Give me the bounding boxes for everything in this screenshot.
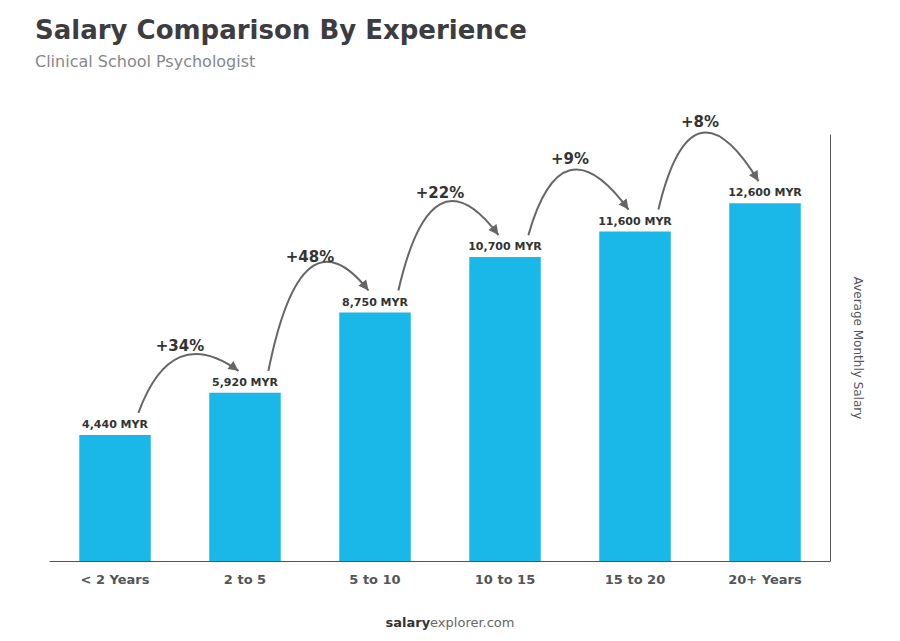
svg-text:5,920 MYR: 5,920 MYR — [212, 376, 279, 389]
svg-text:+48%: +48% — [286, 248, 334, 266]
svg-text:+22%: +22% — [416, 184, 464, 202]
svg-text:5 to 10: 5 to 10 — [349, 572, 400, 587]
svg-text:+34%: +34% — [156, 337, 204, 355]
svg-text:+9%: +9% — [551, 150, 589, 168]
svg-text:20+ Years: 20+ Years — [728, 572, 802, 587]
svg-text:salary: salary — [385, 615, 430, 630]
svg-text:4,440 MYR: 4,440 MYR — [82, 418, 149, 431]
svg-text:< 2 Years: < 2 Years — [81, 572, 150, 587]
svg-text:10,700 MYR: 10,700 MYR — [468, 240, 542, 253]
svg-text:Clinical School Psychologist: Clinical School Psychologist — [35, 52, 255, 71]
svg-text:explorer.com: explorer.com — [430, 615, 514, 630]
svg-text:Salary Comparison By Experienc: Salary Comparison By Experience — [35, 15, 527, 45]
svg-text:12,600 MYR: 12,600 MYR — [728, 186, 802, 199]
svg-text:11,600 MYR: 11,600 MYR — [598, 215, 672, 228]
svg-text:Average Monthly Salary: Average Monthly Salary — [851, 277, 865, 420]
svg-text:+8%: +8% — [681, 113, 719, 131]
svg-text:15 to 20: 15 to 20 — [605, 572, 665, 587]
svg-text:2 to 5: 2 to 5 — [224, 572, 266, 587]
svg-text:8,750 MYR: 8,750 MYR — [342, 296, 409, 309]
svg-text:10 to 15: 10 to 15 — [475, 572, 535, 587]
